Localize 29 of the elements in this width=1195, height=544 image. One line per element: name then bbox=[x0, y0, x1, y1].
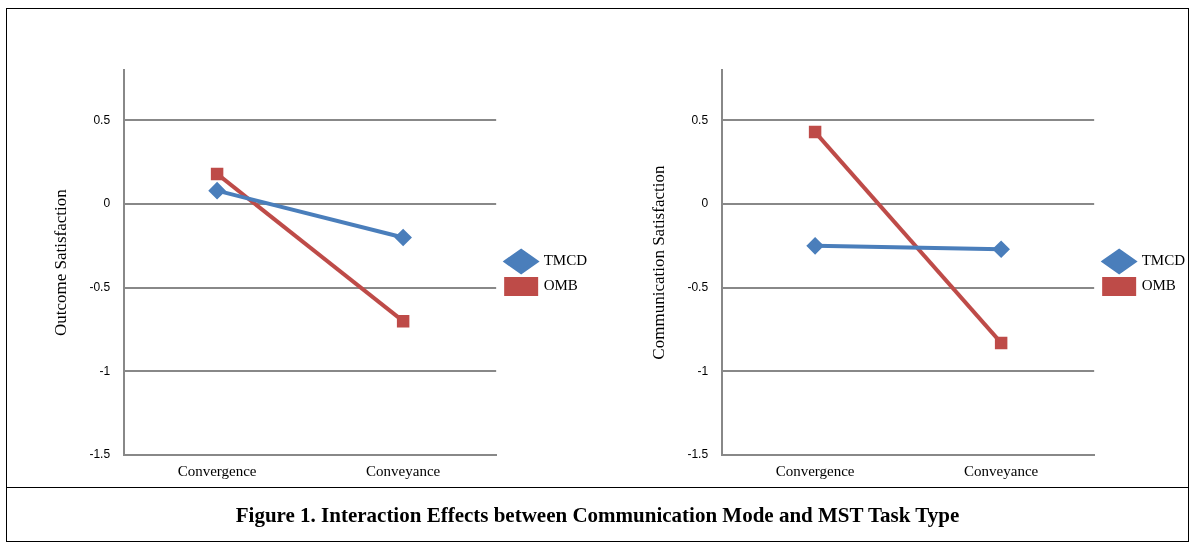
y-tick-label: -1.5 bbox=[89, 447, 111, 462]
caption: Figure 1. Interaction Effects between Communication Mode and MST Task Type bbox=[7, 487, 1188, 542]
x-tick-label: Convergence bbox=[177, 462, 257, 479]
legend-label: TMCD bbox=[543, 252, 588, 269]
legend-label: TMCD bbox=[1141, 252, 1186, 269]
y-axis-title: Outcome Satisfaction bbox=[50, 188, 70, 337]
y-tick-label: 0.5 bbox=[691, 112, 709, 127]
legend-label: OMB bbox=[543, 277, 578, 294]
y-tick-label: -1 bbox=[697, 363, 709, 378]
y-tick-label: -1 bbox=[99, 363, 111, 378]
point bbox=[396, 314, 410, 328]
point bbox=[395, 229, 412, 246]
y-tick-label: -1.5 bbox=[687, 447, 709, 462]
point bbox=[808, 125, 822, 139]
point bbox=[209, 182, 226, 199]
point bbox=[993, 241, 1010, 258]
x-tick-label: Conveyance bbox=[366, 462, 441, 479]
y-tick-label: 0 bbox=[103, 196, 111, 211]
x-tick-label: Convergence bbox=[775, 462, 855, 479]
y-axis-title: Communication Satisfaction bbox=[648, 165, 668, 360]
x-tick-label: Conveyance bbox=[964, 462, 1039, 479]
point bbox=[994, 336, 1008, 350]
y-tick-label: 0.5 bbox=[93, 112, 111, 127]
y-tick-label: -0.5 bbox=[89, 280, 111, 295]
legend-label: OMB bbox=[1141, 277, 1176, 294]
point bbox=[210, 167, 224, 181]
y-tick-label: 0 bbox=[701, 196, 709, 211]
y-tick-label: -0.5 bbox=[687, 280, 709, 295]
point bbox=[807, 237, 824, 254]
